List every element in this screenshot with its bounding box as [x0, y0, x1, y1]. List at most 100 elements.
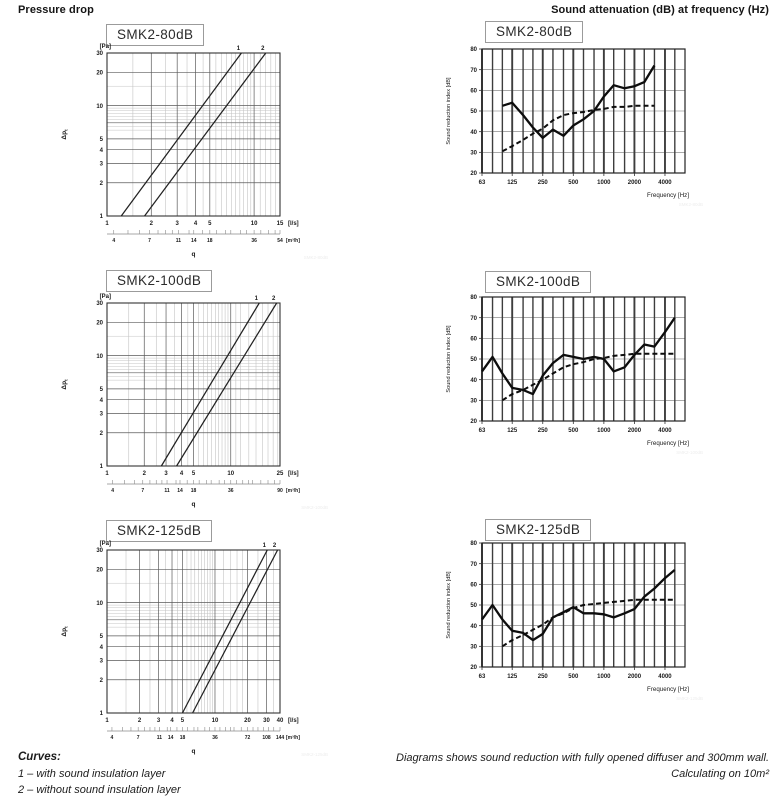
diagram-note: Diagrams shows sound reduction with full… — [396, 750, 769, 782]
svg-text:Δpt: Δpt — [61, 379, 69, 390]
svg-text:63: 63 — [479, 674, 486, 680]
svg-text:4: 4 — [194, 221, 198, 227]
svg-text:20: 20 — [470, 419, 477, 425]
svg-text:20: 20 — [244, 718, 251, 724]
plot-area: 20 30 40 50 60 70 80 63 125 250 500 1000 2000 4000 Fre… — [470, 541, 689, 693]
svg-text:30: 30 — [470, 645, 477, 651]
svg-text:40: 40 — [277, 718, 284, 724]
svg-text:4: 4 — [112, 238, 115, 244]
svg-text:10: 10 — [251, 221, 258, 227]
svg-text:11: 11 — [176, 238, 182, 244]
curves-legend: Curves: 1 – with sound insulation layer … — [18, 749, 181, 799]
svg-text:1: 1 — [105, 471, 109, 477]
svg-text:SMK2-80dB: SMK2-80dB — [304, 255, 328, 260]
secondary-axis-m3h: 4 7 11 14 18 36 54 [m³/h] q — [107, 230, 300, 258]
svg-text:5: 5 — [192, 471, 196, 477]
svg-text:3: 3 — [176, 221, 180, 227]
svg-text:125: 125 — [507, 428, 518, 434]
svg-text:90: 90 — [277, 488, 283, 494]
svg-text:Sound reduction index [dB]: Sound reduction index [dB] — [446, 571, 452, 639]
svg-text:30: 30 — [470, 399, 477, 405]
svg-text:63: 63 — [479, 428, 486, 434]
svg-text:5: 5 — [181, 718, 185, 724]
svg-text:2: 2 — [143, 471, 147, 477]
secondary-axis-m3h: 4 7 11 14 18 36 90 [m³/h] q — [107, 480, 300, 508]
series-dashed — [501, 352, 675, 402]
svg-text:2: 2 — [138, 718, 142, 724]
svg-text:5: 5 — [100, 137, 104, 143]
svg-text:3: 3 — [100, 412, 104, 418]
svg-text:2000: 2000 — [628, 180, 642, 186]
svg-text:72: 72 — [245, 735, 251, 741]
svg-text:30: 30 — [96, 301, 103, 307]
svg-text:1: 1 — [237, 46, 241, 52]
svg-text:7: 7 — [137, 735, 140, 741]
svg-text:500: 500 — [568, 180, 579, 186]
svg-text:q: q — [192, 251, 196, 258]
svg-text:80: 80 — [470, 47, 477, 53]
pressure-drop-heading: Pressure drop — [18, 4, 94, 16]
svg-text:54: 54 — [277, 238, 283, 244]
svg-text:30: 30 — [96, 548, 103, 554]
svg-text:108: 108 — [262, 735, 271, 741]
svg-text:1000: 1000 — [597, 180, 611, 186]
svg-text:10: 10 — [212, 718, 219, 724]
svg-text:70: 70 — [470, 68, 477, 74]
svg-text:2: 2 — [150, 221, 154, 227]
svg-text:Frequency [Hz]: Frequency [Hz] — [647, 440, 689, 447]
svg-text:14: 14 — [177, 488, 183, 494]
svg-text:250: 250 — [538, 428, 549, 434]
chart-title-pressure-smk2-125db: SMK2-125dB — [106, 520, 213, 542]
series-solid — [502, 64, 656, 140]
svg-text:30: 30 — [263, 718, 270, 724]
svg-text:4: 4 — [170, 718, 174, 724]
svg-text:60: 60 — [470, 337, 477, 343]
svg-text:1: 1 — [105, 221, 109, 227]
svg-text:2: 2 — [100, 431, 104, 437]
svg-text:20: 20 — [96, 568, 103, 574]
svg-text:50: 50 — [470, 109, 477, 115]
svg-text:4000: 4000 — [658, 674, 672, 680]
curve-1 — [181, 549, 268, 714]
series-solid — [481, 317, 676, 396]
svg-text:q: q — [192, 501, 196, 508]
svg-text:250: 250 — [538, 674, 549, 680]
svg-text:Δpt: Δpt — [61, 626, 69, 637]
svg-text:SMK2-125dB: SMK2-125dB — [301, 752, 328, 757]
svg-text:5: 5 — [100, 634, 104, 640]
sound-attenuation-heading: Sound attenuation (dB) at frequency (Hz) — [551, 4, 769, 16]
svg-text:20: 20 — [96, 321, 103, 327]
svg-text:4: 4 — [100, 398, 104, 404]
svg-text:36: 36 — [212, 735, 218, 741]
svg-text:60: 60 — [470, 583, 477, 589]
plot-area: 20 30 40 50 60 70 80 63 125 250 500 1000 2000 4000 Fre… — [470, 295, 689, 447]
svg-text:80: 80 — [470, 295, 477, 301]
svg-text:4: 4 — [111, 488, 114, 494]
svg-text:250: 250 — [538, 180, 549, 186]
plot-area: 1 2 3 4 5 10 20 30 1 2 3 4 5 10 15 [Pa] [l/s] 1 2 — [96, 44, 298, 227]
svg-text:4: 4 — [111, 735, 114, 741]
svg-text:1: 1 — [100, 464, 104, 470]
svg-text:1: 1 — [255, 296, 259, 302]
svg-text:36: 36 — [251, 238, 257, 244]
svg-text:SMK2-125dB: SMK2-125dB — [676, 696, 703, 701]
svg-text:14: 14 — [168, 735, 174, 741]
svg-text:15: 15 — [277, 221, 284, 227]
svg-text:40: 40 — [470, 624, 477, 630]
diagram-note-line-1: Diagrams shows sound reduction with full… — [396, 752, 769, 764]
svg-text:Frequency [Hz]: Frequency [Hz] — [647, 192, 689, 199]
curve-2 — [176, 302, 278, 467]
svg-text:50: 50 — [470, 603, 477, 609]
svg-text:25: 25 — [277, 471, 284, 477]
sound-chart-smk2-80db: 20 30 40 50 60 70 80 63 125 250 500 1000 2000 4000 Fre… — [446, 47, 703, 207]
svg-text:30: 30 — [96, 51, 103, 57]
svg-text:10: 10 — [96, 104, 103, 110]
y-axis-label: Δpt — [61, 379, 69, 390]
svg-text:SMK2-100dB: SMK2-100dB — [301, 505, 328, 510]
pressure-chart-smk2-80db: 1 2 3 4 5 10 20 30 1 2 3 4 5 10 15 [Pa] [l/s] 1 2 Δpt 4 7 11 14… — [61, 44, 328, 260]
curves-legend-title: Curves: — [18, 751, 61, 763]
svg-text:20: 20 — [470, 171, 477, 177]
svg-text:18: 18 — [207, 238, 213, 244]
svg-text:10: 10 — [96, 601, 103, 607]
